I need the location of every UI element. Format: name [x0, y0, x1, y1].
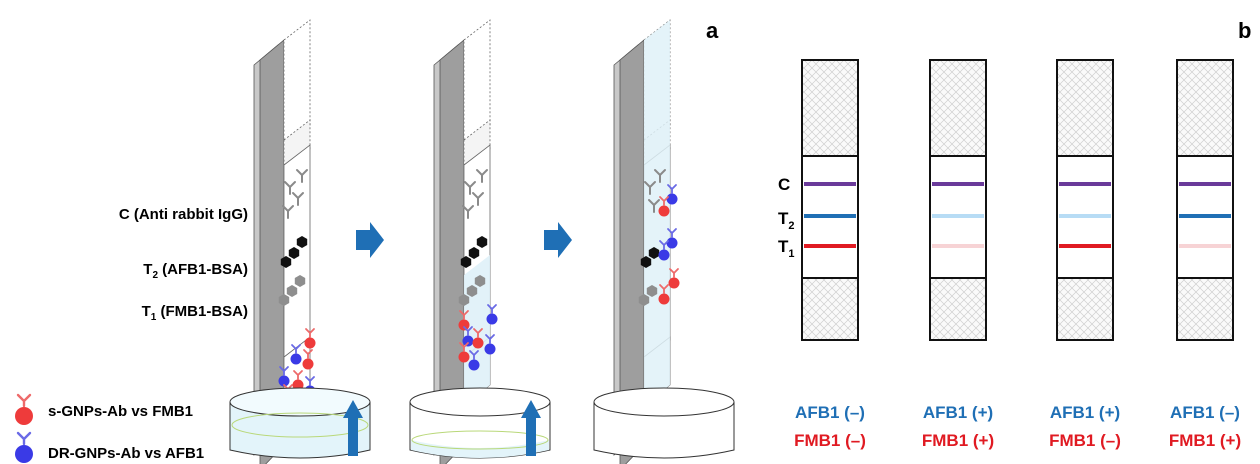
well-2 — [409, 387, 551, 459]
stage-arrow-2 — [544, 222, 572, 258]
strip-fmb1-result: FMB1 (+) — [922, 431, 994, 450]
panel-a-letter: a — [706, 18, 719, 43]
strip-afb1-result: AFB1 (+) — [1050, 403, 1120, 422]
legend-red-gnp-icon — [15, 393, 33, 425]
strip-t1-label: T1 — [778, 237, 795, 260]
well-3 — [593, 387, 735, 459]
c-line-label: C (Anti rabbit IgG) — [119, 206, 248, 223]
result-strips: AFB1 (–)FMB1 (–)AFB1 (+)FMB1 (+)AFB1 (+)… — [794, 59, 1241, 450]
result-strip: AFB1 (+) FMB1 (+) — [922, 59, 994, 450]
strip-bottom-pad — [1176, 277, 1234, 341]
strip-top-pad — [1176, 59, 1234, 157]
t2-line-label: T2 (AFB1-BSA) — [143, 261, 248, 281]
strip-t2-label: T2 — [778, 209, 795, 232]
flow-arrow-1 — [343, 400, 363, 456]
panel-a: a — [15, 18, 735, 464]
strip-fmb1-result: FMB1 (+) — [1169, 431, 1241, 450]
strip-afb1-result: AFB1 (–) — [795, 403, 865, 422]
stage-arrow-1 — [356, 222, 384, 258]
strip-afb1-result: AFB1 (+) — [923, 403, 993, 422]
strip-c-label: C — [778, 175, 790, 194]
flow-arrow-2 — [521, 400, 541, 456]
legend: s-GNPs-Ab vs FMB1 DR-GNPs-Ab vs AFB1 — [15, 393, 204, 463]
strip-top-pad — [1056, 59, 1114, 157]
legend-red-label: s-GNPs-Ab vs FMB1 — [48, 403, 193, 420]
strip-bottom-pad — [1056, 277, 1114, 341]
strip-afb1-result: AFB1 (–) — [1170, 403, 1240, 422]
strip-top-pad — [929, 59, 987, 157]
legend-blue-label: DR-GNPs-Ab vs AFB1 — [48, 445, 204, 462]
well-1 — [229, 387, 371, 459]
strip-fmb1-result: FMB1 (–) — [1049, 431, 1121, 450]
result-strip: AFB1 (–) FMB1 (–) — [794, 59, 866, 450]
result-strip: AFB1 (+) FMB1 (–) — [1049, 59, 1121, 450]
strip-bottom-pad — [801, 277, 859, 341]
strip-fmb1-result: FMB1 (–) — [794, 431, 866, 450]
panel-b-letter: b — [1238, 18, 1251, 43]
strip-stage-3 — [613, 19, 681, 464]
panel-b: b C T2 T1 AFB1 (–) FMB1 (–) AFB1 (+) FMB1 (… — [778, 18, 1251, 450]
strip-bottom-pad — [929, 277, 987, 341]
result-strip: AFB1 (–) FMB1 (+) — [1169, 59, 1241, 450]
legend-blue-gnp-icon — [15, 431, 33, 463]
strip-top-pad — [801, 59, 859, 157]
t1-line-label: T1 (FMB1-BSA) — [142, 303, 248, 323]
